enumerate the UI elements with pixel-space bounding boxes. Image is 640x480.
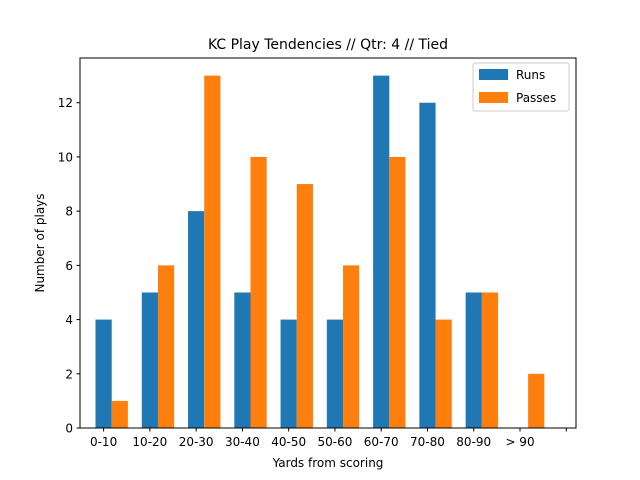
bars-layer [95, 75, 545, 429]
x-tick-label: 40-50 [271, 435, 306, 449]
y-tick-label: 4 [65, 313, 73, 327]
y-tick-label: 6 [65, 259, 73, 273]
bar-runs-3 [188, 211, 205, 428]
bar-passes-7 [389, 156, 406, 428]
y-tick-label: 2 [65, 367, 73, 381]
legend-swatch-passes [479, 92, 508, 103]
x-axis-ticks: 0-10 10-20 20-30 30-40 40-50 50-60 60-70 70-80 8… [90, 428, 567, 449]
legend-label-passes: Passes [516, 91, 556, 105]
bar-runs-4 [234, 292, 251, 428]
x-tick-label: 50-60 [318, 435, 353, 449]
x-tick-label: 60-70 [364, 435, 399, 449]
x-axis-label: Yards from scoring [272, 456, 384, 470]
y-axis-ticks: 0 2 4 6 8 10 12 [58, 96, 80, 436]
x-tick-label: 30-40 [225, 435, 260, 449]
x-tick-label: 70-80 [410, 435, 445, 449]
bar-runs-7 [373, 75, 390, 429]
x-tick-label: 80-90 [456, 435, 491, 449]
bar-passes-4 [250, 156, 267, 428]
bar-passes-8 [435, 319, 452, 428]
bar-passes-5 [296, 184, 313, 428]
bar-runs-5 [280, 319, 297, 428]
x-tick-label: 10-20 [132, 435, 167, 449]
bar-passes-1 [111, 400, 128, 428]
legend-label-runs: Runs [516, 68, 545, 82]
bar-runs-6 [326, 319, 344, 428]
y-axis-label: Number of plays [33, 193, 47, 292]
y-tick-label: 0 [65, 422, 73, 436]
chart-title: KC Play Tendencies // Qtr: 4 // Tied [208, 37, 448, 53]
y-tick-label: 10 [58, 150, 73, 164]
x-tick-label: > 90 [505, 435, 534, 449]
bar-runs-9 [465, 292, 482, 428]
bar-runs-8 [419, 102, 436, 428]
bar-passes-2 [157, 265, 175, 428]
y-tick-label: 12 [58, 96, 73, 110]
bar-passes-9 [481, 292, 499, 428]
x-tick-label: 20-30 [179, 435, 214, 449]
bar-passes-6 [343, 265, 360, 428]
bar-runs-1 [95, 319, 112, 428]
bar-passes-3 [204, 75, 221, 429]
bar-passes-10 [528, 373, 545, 428]
y-tick-label: 8 [65, 205, 73, 219]
plot-frame [79, 57, 577, 429]
bar-runs-2 [141, 292, 158, 428]
x-tick-label: 0-10 [90, 435, 117, 449]
legend: Runs Passes [472, 62, 570, 112]
legend-swatch-runs [479, 69, 508, 80]
